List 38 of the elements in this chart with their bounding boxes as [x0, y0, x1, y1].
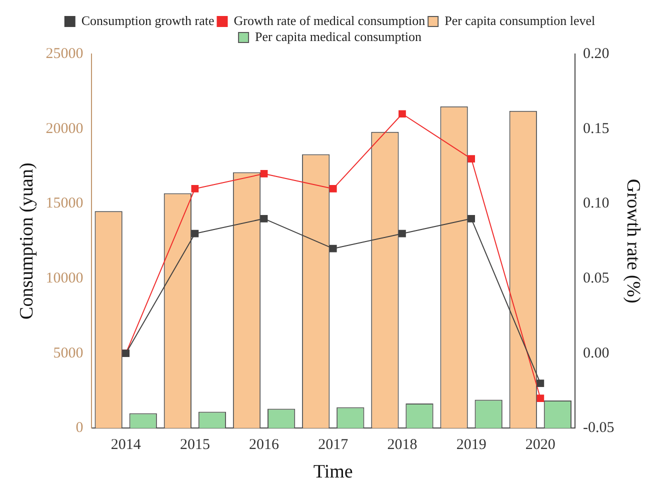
point: [329, 185, 337, 192]
y-axis-title: Consumption (yuan): [16, 162, 38, 320]
y-tick-label: 5000: [53, 345, 84, 362]
y2-tick-label: 0.05: [582, 270, 610, 286]
point: [260, 214, 268, 222]
y2-tick-label: -0.05: [582, 420, 614, 436]
point: [260, 170, 268, 178]
x-tick-label: 2016: [249, 437, 280, 454]
point: [536, 380, 544, 387]
y-tick-label: 25000: [46, 46, 84, 62]
x-tick-label: 2019: [456, 437, 486, 454]
point: [468, 155, 475, 162]
y-tick-label: 20000: [46, 120, 84, 137]
y2-tick-label: 0.00: [582, 345, 610, 362]
x-tick-label: 2017: [318, 437, 349, 454]
x-axis-title: Time: [313, 462, 353, 483]
y-tick-label: 15000: [46, 196, 84, 212]
point: [191, 185, 199, 192]
point: [329, 244, 337, 252]
point: [191, 230, 199, 238]
y2-axis-title: Growth rate (%): [622, 178, 644, 304]
x-tick-label: 2014: [110, 437, 142, 454]
legend-label: Growth rate of medical consumption: [234, 12, 426, 28]
point: [536, 394, 544, 402]
y2-tick-label: 0.10: [582, 196, 610, 212]
x-tick-label: 2015: [180, 437, 210, 454]
x-tick-label: 2020: [525, 437, 556, 454]
y2-tick-label: 0.15: [582, 120, 610, 137]
y-tick-label: 10000: [46, 270, 84, 286]
y2-tick-label: 0.20: [582, 46, 610, 62]
legend-label: Per capita consumption level: [444, 12, 596, 28]
point: [398, 110, 406, 118]
y-tick-label: 0: [76, 420, 84, 436]
point: [468, 214, 475, 222]
legend-label: Per capita medical consumption: [255, 28, 422, 44]
point: [398, 230, 406, 238]
legend-label: Consumption growth rate: [81, 12, 214, 28]
x-tick-label: 2018: [387, 437, 418, 454]
